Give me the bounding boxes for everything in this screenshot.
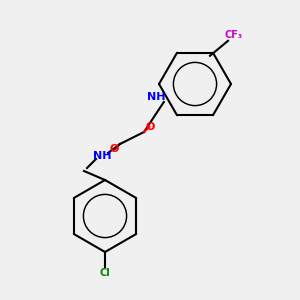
Text: O: O: [145, 122, 155, 133]
Text: NH: NH: [93, 151, 111, 161]
Text: NH: NH: [147, 92, 166, 103]
Text: Cl: Cl: [100, 268, 110, 278]
Text: O: O: [109, 143, 119, 154]
Text: CF₃: CF₃: [225, 30, 243, 40]
